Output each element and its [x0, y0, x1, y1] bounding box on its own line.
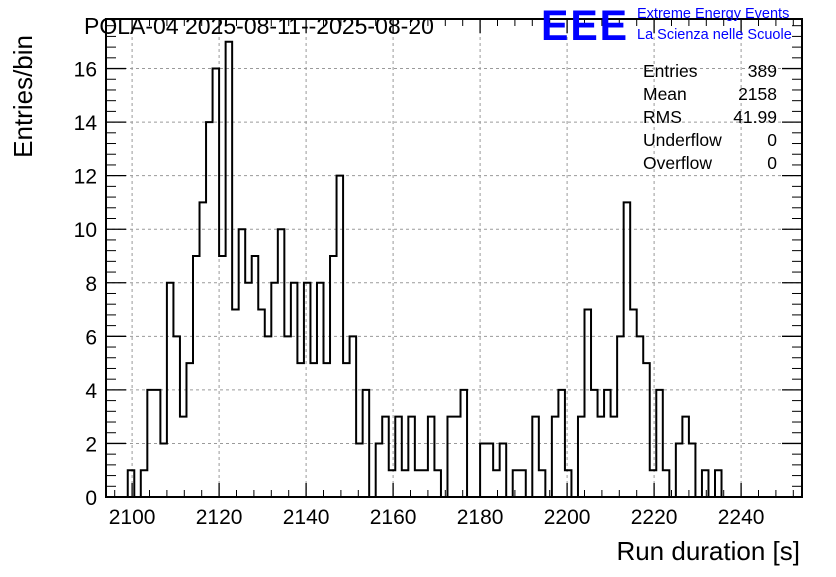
plot-frame [105, 18, 803, 498]
y-tick-label: 4 [85, 380, 97, 403]
stats-label: Entries [643, 61, 698, 81]
x-tick-label: 2140 [283, 506, 330, 529]
y-tick-label: 8 [85, 273, 97, 296]
eee-logo: EEE Extreme Energy Events La Scienza nel… [541, 2, 792, 50]
axis-ticks [106, 19, 802, 498]
x-tick-label: 2200 [544, 506, 591, 529]
y-tick-label: 0 [85, 487, 97, 510]
stats-value: 0 [767, 153, 777, 173]
x-tick-label: 2180 [457, 506, 504, 529]
x-axis-label: Run duration [s] [616, 536, 800, 566]
y-tick-label: 16 [74, 59, 97, 82]
stats-label: RMS [643, 107, 682, 127]
stats-value: 0 [767, 130, 777, 150]
x-tick-label: 2220 [631, 506, 678, 529]
x-tick-label: 2120 [196, 506, 243, 529]
logo-line-1: Extreme Energy Events [637, 6, 789, 22]
y-axis-label: Entries/bin [8, 35, 38, 158]
stats-value: 41.99 [733, 107, 777, 127]
stats-label: Mean [643, 84, 687, 104]
chart-title: POLA-04 2025-08-11--2025-08-20 [84, 13, 434, 39]
y-tick-label: 12 [74, 166, 97, 189]
stats-value: 389 [748, 61, 777, 81]
x-tick-label: 2100 [109, 506, 156, 529]
logo-line-2: La Scienza nelle Scuole [637, 27, 792, 43]
y-tick-label: 6 [85, 326, 97, 349]
x-tick-label: 2240 [718, 506, 765, 529]
stats-box: Entries 389 Mean 2158 RMS 41.99 Underflow 0 Over… [643, 61, 777, 173]
stats-label: Overflow [643, 153, 712, 173]
y-tick-label: 2 [85, 433, 97, 456]
y-tick-label: 14 [74, 112, 98, 135]
eee-logo-mark: EEE [541, 2, 629, 50]
y-tick-labels: 0 2 4 6 8 10 12 14 16 [74, 59, 98, 510]
stats-label: Underflow [643, 130, 722, 150]
stats-value: 2158 [738, 84, 777, 104]
x-tick-labels: 2100 2120 2140 2160 2180 2200 2220 2240 [109, 506, 765, 529]
x-tick-label: 2160 [370, 506, 417, 529]
histogram-outline [126, 40, 723, 498]
y-tick-label: 10 [74, 219, 97, 242]
